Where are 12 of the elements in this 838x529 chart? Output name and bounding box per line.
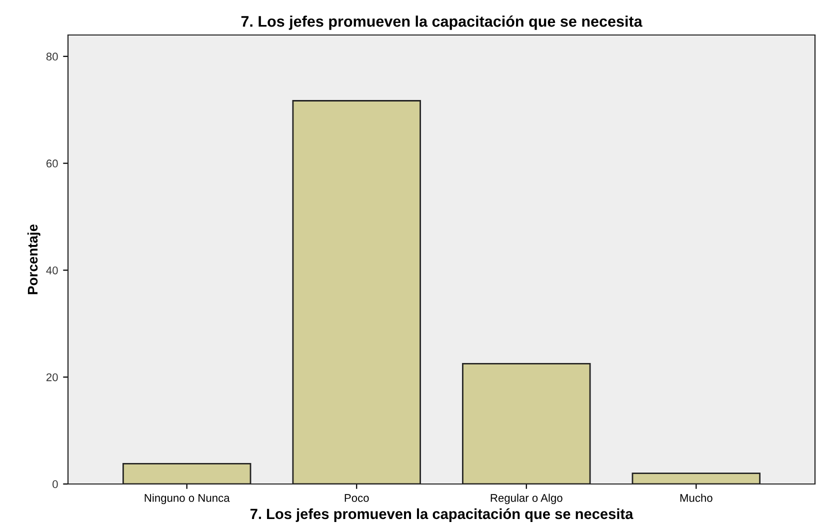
y-tick-label: 80 [46,52,58,61]
x-tick-label: Regular o Algo [490,494,562,504]
y-tick-label: 0 [52,480,58,488]
x-tick-label: Ninguno o Nunca [144,494,230,504]
x-tick-label: Mucho [680,494,712,502]
y-axis-title: Porcentaje [27,224,40,294]
y-tick-label: 20 [46,373,58,382]
chart-title: 7. Los jefes promueven la capacitación que se necesita [241,15,642,30]
x-axis-title: 7. Los jefes promueven la capacitación que se necesita [250,508,634,522]
x-tick-label: Poco [344,494,369,502]
y-tick-label: 40 [46,266,58,274]
y-tick-label: 60 [46,160,58,168]
